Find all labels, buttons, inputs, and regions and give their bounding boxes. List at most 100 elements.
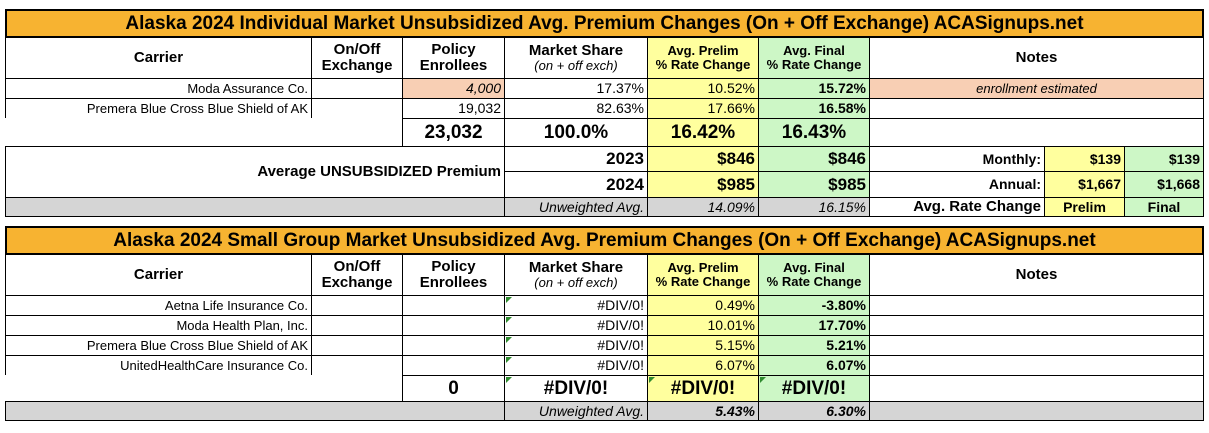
ind-row2-enrollees[interactable]: 19,032 [402, 98, 505, 119]
sg-unweighted-label[interactable]: Unweighted Avg. [504, 401, 648, 421]
sg-col-header-carrier[interactable]: Carrier [5, 254, 312, 296]
ind-row1-enrollees[interactable]: 4,000 [402, 78, 505, 99]
col-header-prelim[interactable]: Avg. Prelim% Rate Change [647, 37, 759, 79]
sg-unweighted-final[interactable]: 6.30% [758, 401, 870, 421]
col-header-onoff[interactable]: On/Off Exchange [311, 37, 403, 79]
sg-row2-note[interactable] [869, 315, 1204, 336]
ind-total-final[interactable]: 16.43% [758, 118, 870, 147]
ind-row2-note[interactable] [869, 98, 1204, 119]
ind-unweighted-blank[interactable] [5, 197, 505, 217]
sg-row4-carrier[interactable]: UnitedHealthCare Insurance Co. [5, 355, 312, 376]
rate-change-prelim[interactable]: Prelim [1044, 197, 1125, 217]
monthly-prelim[interactable]: $139 [1044, 146, 1125, 172]
sg-unweighted-note[interactable] [869, 401, 1204, 421]
sg-row4-final[interactable]: 6.07% [758, 355, 870, 376]
avg-2023-final[interactable]: $846 [758, 146, 870, 172]
sg-row1-enrollees[interactable] [402, 295, 505, 316]
col-header-notes[interactable]: Notes [869, 37, 1204, 79]
individual-title[interactable]: Alaska 2024 Individual Market Unsubsidiz… [5, 9, 1204, 38]
sg-row1-note[interactable] [869, 295, 1204, 316]
sg-row2-enrollees[interactable] [402, 315, 505, 336]
monthly-label[interactable]: Monthly: [869, 146, 1045, 172]
annual-prelim[interactable]: $1,667 [1044, 171, 1125, 198]
ind-row2-prelim[interactable]: 17.66% [647, 98, 759, 119]
sg-row2-carrier[interactable]: Moda Health Plan, Inc. [5, 315, 312, 336]
ind-row2-carrier[interactable]: Premera Blue Cross Blue Shield of AK [5, 98, 312, 119]
sg-total-prelim[interactable]: #DIV/0! [647, 375, 759, 402]
avg-2024-final[interactable]: $985 [758, 171, 870, 198]
col-header-share[interactable]: Market Share (on + off exch) [504, 37, 648, 79]
avg-2023-prelim[interactable]: $846 [647, 146, 759, 172]
sg-total-enrollees[interactable]: 0 [402, 375, 505, 402]
ind-row1-final[interactable]: 15.72% [758, 78, 870, 99]
sg-totals-blank[interactable] [5, 375, 403, 402]
sg-col-header-policy[interactable]: Policy Enrollees [402, 254, 505, 296]
ind-row1-share[interactable]: 17.37% [504, 78, 648, 99]
sg-row1-carrier[interactable]: Aetna Life Insurance Co. [5, 295, 312, 316]
ind-total-share[interactable]: 100.0% [504, 118, 648, 147]
ind-total-note[interactable] [869, 118, 1204, 147]
sg-row2-final[interactable]: 17.70% [758, 315, 870, 336]
monthly-final[interactable]: $139 [1124, 146, 1204, 172]
sg-row4-prelim[interactable]: 6.07% [647, 355, 759, 376]
ind-row2-share[interactable]: 82.63% [504, 98, 648, 119]
ind-row2-final[interactable]: 16.58% [758, 98, 870, 119]
sg-row4-onoff[interactable] [311, 355, 403, 376]
final-line1: Avg. Final [783, 43, 845, 59]
ind-total-prelim[interactable]: 16.42% [647, 118, 759, 147]
avg-premium-label[interactable]: Average UNSUBSIDIZED Premium [5, 146, 505, 198]
ind-unweighted-prelim[interactable]: 14.09% [647, 197, 759, 217]
rate-change-label[interactable]: Avg. Rate Change [869, 197, 1045, 217]
ind-unweighted-final[interactable]: 16.15% [758, 197, 870, 217]
ind-row1-carrier[interactable]: Moda Assurance Co. [5, 78, 312, 99]
sg-row3-enrollees[interactable] [402, 335, 505, 356]
small-group-title[interactable]: Alaska 2024 Small Group Market Unsubsidi… [5, 226, 1204, 255]
col-header-carrier[interactable]: Carrier [5, 37, 312, 79]
ind-unweighted-label[interactable]: Unweighted Avg. [504, 197, 648, 217]
onoff-line1: On/Off [333, 41, 381, 59]
sg-unweighted-prelim[interactable]: 5.43% [647, 401, 759, 421]
sg-row2-onoff[interactable] [311, 315, 403, 336]
avg-year-2023[interactable]: 2023 [504, 146, 648, 172]
error-indicator-icon [506, 337, 512, 343]
sg-row1-final[interactable]: -3.80% [758, 295, 870, 316]
ind-totals-blank[interactable] [5, 118, 403, 147]
sg-col-header-prelim[interactable]: Avg. Prelim% Rate Change [647, 254, 759, 296]
avg-2024-prelim[interactable]: $985 [647, 171, 759, 198]
sg-row1-prelim[interactable]: 0.49% [647, 295, 759, 316]
sg-row4-note[interactable] [869, 355, 1204, 376]
annual-label[interactable]: Annual: [869, 171, 1045, 198]
sg-row3-onoff[interactable] [311, 335, 403, 356]
sg-row1-share[interactable]: #DIV/0! [504, 295, 648, 316]
avg-year-2024[interactable]: 2024 [504, 171, 648, 198]
ind-row2-onoff[interactable] [311, 98, 403, 119]
col-header-final[interactable]: Avg. Final% Rate Change [758, 37, 870, 79]
sg-row2-share[interactable]: #DIV/0! [504, 315, 648, 336]
sg-total-final[interactable]: #DIV/0! [758, 375, 870, 402]
sg-row4-enrollees[interactable] [402, 355, 505, 376]
annual-final[interactable]: $1,668 [1124, 171, 1204, 198]
sg-row4-share[interactable]: #DIV/0! [504, 355, 648, 376]
sg-carrier-header-text: Carrier [133, 266, 184, 284]
rate-change-final[interactable]: Final [1124, 197, 1204, 217]
sg-col-header-share[interactable]: Market Share (on + off exch) [504, 254, 648, 296]
sg-row3-carrier[interactable]: Premera Blue Cross Blue Shield of AK [5, 335, 312, 356]
ind-total-enrollees[interactable]: 23,032 [402, 118, 505, 147]
sg-row1-onoff[interactable] [311, 295, 403, 316]
sg-total-note[interactable] [869, 375, 1204, 402]
sg-share-line1: Market Share [528, 259, 624, 277]
sg-row3-final[interactable]: 5.21% [758, 335, 870, 356]
sg-col-header-notes[interactable]: Notes [869, 254, 1204, 296]
sg-unweighted-blank[interactable] [5, 401, 505, 421]
ind-row1-onoff[interactable] [311, 78, 403, 99]
sg-row3-prelim[interactable]: 5.15% [647, 335, 759, 356]
sg-col-header-final[interactable]: Avg. Final% Rate Change [758, 254, 870, 296]
sg-row2-prelim[interactable]: 10.01% [647, 315, 759, 336]
sg-total-share[interactable]: #DIV/0! [504, 375, 648, 402]
col-header-policy[interactable]: Policy Enrollees [402, 37, 505, 79]
ind-row1-note[interactable]: enrollment estimated [869, 78, 1204, 99]
sg-row3-note[interactable] [869, 335, 1204, 356]
sg-row3-share[interactable]: #DIV/0! [504, 335, 648, 356]
sg-col-header-onoff[interactable]: On/Off Exchange [311, 254, 403, 296]
ind-row1-prelim[interactable]: 10.52% [647, 78, 759, 99]
